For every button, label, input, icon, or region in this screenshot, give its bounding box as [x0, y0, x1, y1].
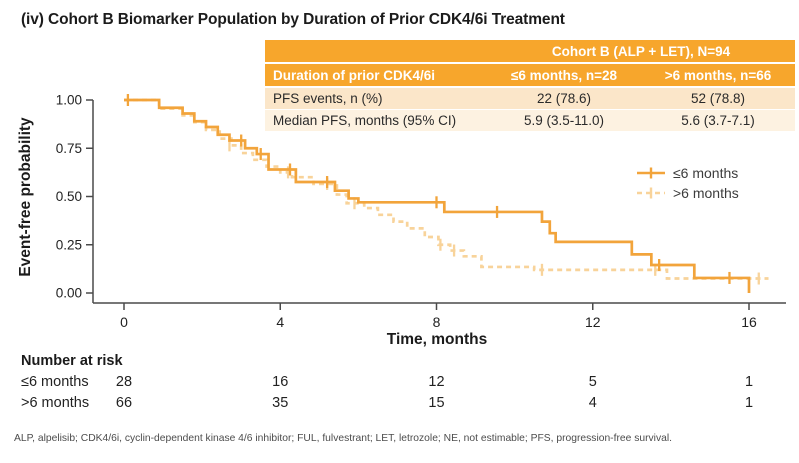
- risk-count: 1: [744, 395, 754, 411]
- table-row-pfs-events: PFS events, n (%) 22 (78.6) 52 (78.8): [265, 88, 795, 110]
- legend-marker-solid-icon: [637, 167, 665, 179]
- pfs-events-le6: 22 (78.6): [536, 91, 592, 106]
- x-tick-label: 8: [433, 314, 441, 330]
- risk-count: 1: [744, 374, 754, 390]
- km-curve-gt6-months: [124, 98, 769, 280]
- summary-table: Cohort B (ALP + LET), N=94 Duration of p…: [265, 40, 795, 131]
- legend-item-le6: ≤6 months: [636, 163, 739, 183]
- risk-count: 28: [115, 374, 133, 390]
- median-pfs-gt6: 5.6 (3.7-7.1): [681, 113, 755, 128]
- x-tick-label: 16: [741, 314, 757, 330]
- risk-row-gt6: >6 months 66 35 15 4 1: [0, 395, 799, 413]
- y-tick-label: 0.00: [56, 286, 82, 301]
- x-tick-label: 0: [120, 314, 128, 330]
- summary-table-column-header-row: Duration of prior CDK4/6i ≤6 months, n=2…: [265, 64, 795, 86]
- y-tick-label: 1.00: [56, 93, 82, 108]
- km-curve-le6-months: [124, 98, 751, 293]
- x-axis-title: Time, months: [386, 331, 488, 348]
- median-pfs-le6: 5.9 (3.5-11.0): [523, 113, 605, 128]
- pfs-events-gt6: 52 (78.8): [690, 91, 746, 106]
- risk-count: 5: [588, 374, 597, 390]
- risk-count: 4: [588, 395, 597, 411]
- summary-table-header-row: Cohort B (ALP + LET), N=94: [265, 40, 795, 62]
- cohort-header: Cohort B (ALP + LET), N=94: [551, 43, 731, 59]
- y-axis-title: Event-free probability: [17, 117, 34, 277]
- legend-item-gt6: >6 months: [636, 183, 739, 203]
- x-tick-label: 4: [276, 314, 284, 330]
- row-label-median-pfs: Median PFS, months (95% CI): [273, 113, 457, 128]
- column-header-duration: Duration of prior CDK4/6i: [273, 67, 436, 83]
- footnote-abbreviations: ALP, alpelisib; CDK4/6i, cyclin-dependen…: [14, 433, 672, 444]
- risk-row-le6: ≤6 months 28 16 12 5 1: [0, 374, 799, 392]
- y-tick-label: 0.75: [56, 141, 82, 156]
- legend-marker-dashed-icon: [637, 187, 665, 199]
- row-label-pfs-events: PFS events, n (%): [273, 91, 383, 106]
- column-header-le6: ≤6 months, n=28: [510, 67, 618, 83]
- y-tick-label: 0.50: [56, 189, 82, 204]
- column-header-gt6: >6 months, n=66: [664, 67, 772, 83]
- table-row-median-pfs: Median PFS, months (95% CI) 5.9 (3.5-11.…: [265, 110, 795, 131]
- risk-row-label: >6 months: [21, 395, 90, 411]
- risk-count: 35: [272, 395, 289, 411]
- legend-label-le6: ≤6 months: [673, 165, 739, 181]
- risk-count: 12: [428, 374, 445, 390]
- legend-label-gt6: >6 months: [673, 185, 739, 201]
- x-tick-label: 12: [585, 314, 601, 330]
- y-tick-label: 0.25: [56, 237, 82, 252]
- risk-count: 16: [272, 374, 289, 390]
- figure-title: (iv) Cohort B Biomarker Population by Du…: [21, 11, 565, 28]
- risk-count: 15: [428, 395, 445, 411]
- risk-row-label: ≤6 months: [21, 374, 89, 390]
- risk-count: 66: [115, 395, 133, 411]
- legend: ≤6 months >6 months: [636, 163, 739, 203]
- number-at-risk-title: Number at risk: [21, 353, 123, 369]
